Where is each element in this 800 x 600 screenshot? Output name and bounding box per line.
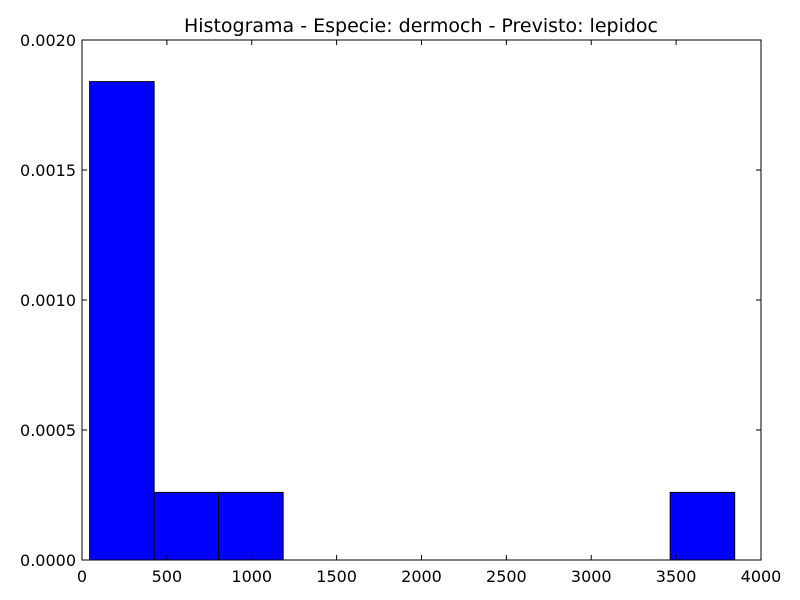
y-tick-label: 0.0000 [20, 551, 76, 570]
plot-frame [81, 39, 762, 561]
x-tick-label: 4000 [741, 567, 782, 586]
chart-title: Histograma - Especie: dermoch - Previsto… [184, 15, 658, 37]
y-tick-label: 0.0010 [20, 291, 76, 310]
histogram-bar-0 [89, 81, 155, 561]
histogram-bar-2 [218, 491, 284, 561]
histogram-bar-9 [669, 491, 736, 561]
y-tick-label: 0.0005 [20, 421, 76, 440]
x-tick-label: 3500 [656, 567, 697, 586]
histogram-bar-1 [153, 491, 220, 561]
y-tick-label: 0.0020 [20, 31, 76, 50]
x-tick-label: 2500 [486, 567, 527, 586]
x-tick-label: 2000 [401, 567, 442, 586]
bars-group [89, 81, 736, 561]
x-tick-label: 1500 [316, 567, 357, 586]
ticks-group: 0 500 1000 1500 2000 2500 3000 3500 4000 0.0000 0.… [20, 31, 781, 586]
x-tick-label: 1000 [231, 567, 272, 586]
x-tick-label: 3000 [571, 567, 612, 586]
y-tick-label: 0.0015 [20, 161, 76, 180]
x-tick-label: 500 [152, 567, 183, 586]
x-tick-label: 0 [77, 567, 87, 586]
